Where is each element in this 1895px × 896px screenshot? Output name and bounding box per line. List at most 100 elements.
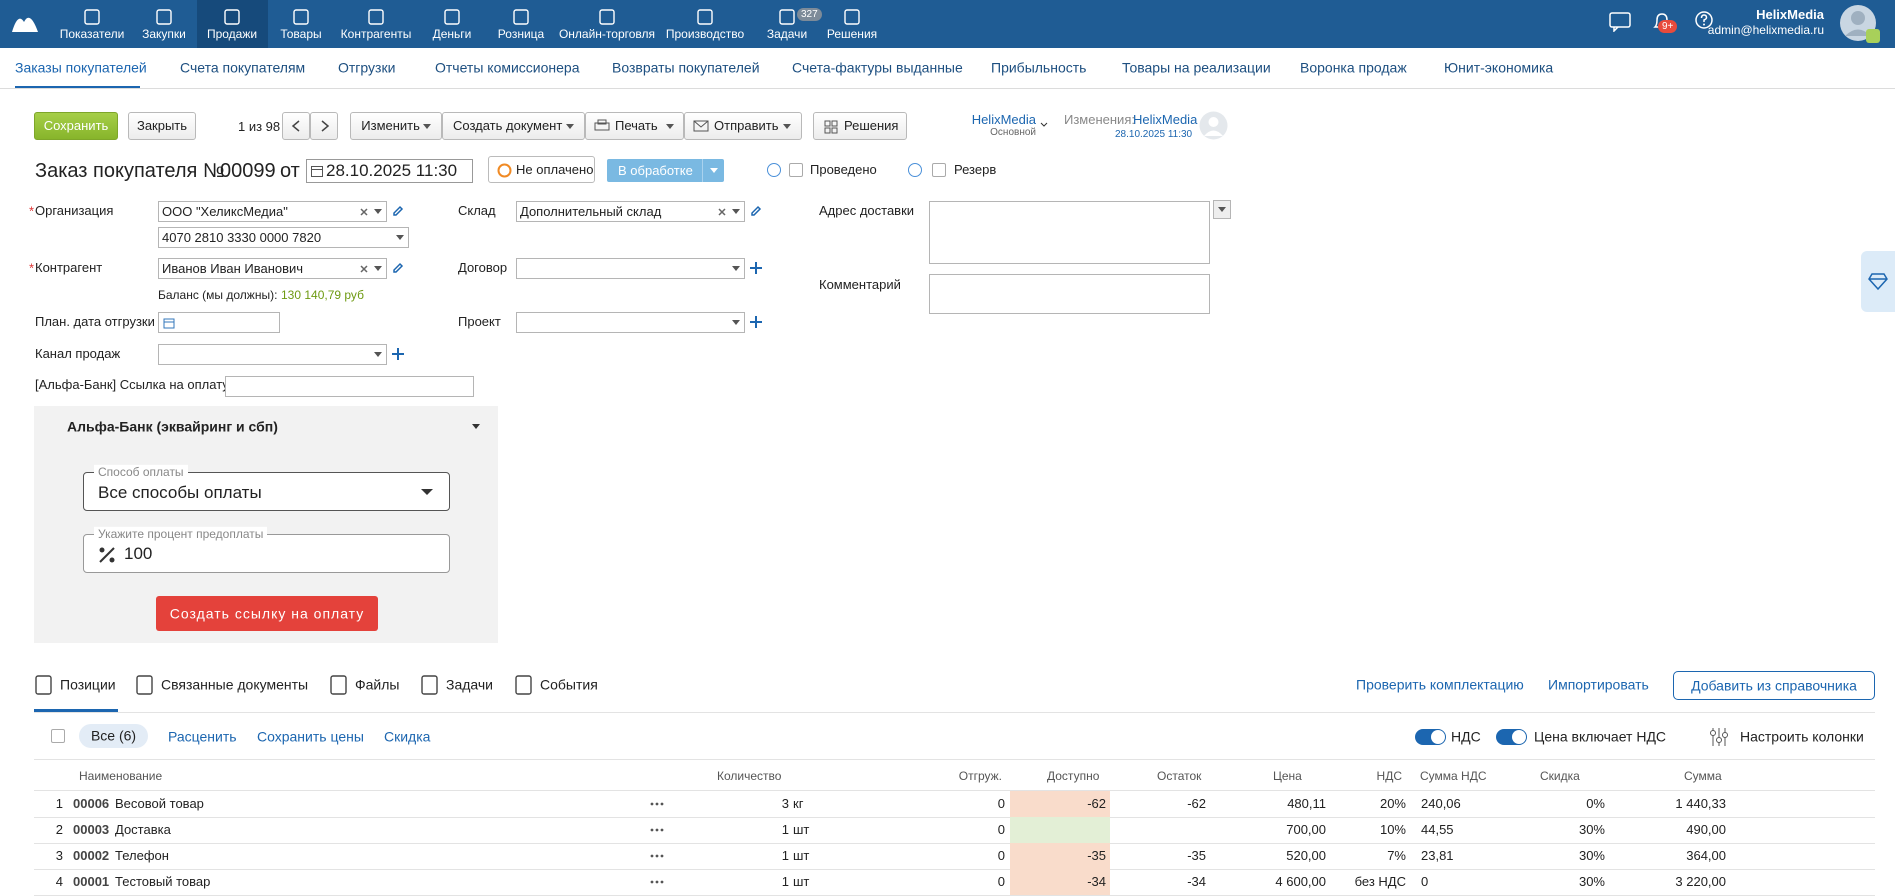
product-code[interactable]: 00002: [73, 848, 110, 864]
column-header[interactable]: Количество: [717, 768, 782, 783]
tab-icon[interactable]: [135, 674, 155, 696]
close-button[interactable]: Закрыть: [128, 112, 196, 140]
sub-nav-item[interactable]: Товары на реализации: [1122, 59, 1271, 76]
owner[interactable]: HelixMedia: [971, 112, 1036, 128]
nav-label[interactable]: Контрагенты: [340, 26, 412, 41]
nav-icon[interactable]: [842, 8, 862, 26]
tab-label[interactable]: События: [540, 676, 598, 693]
owner-caret[interactable]: [1040, 122, 1048, 128]
row-menu[interactable]: [649, 853, 665, 859]
column-header[interactable]: Скидка: [1540, 768, 1580, 783]
prev-button[interactable]: [282, 112, 310, 140]
product-code[interactable]: 00006: [73, 796, 110, 812]
sub-nav-item[interactable]: Прибыльность: [991, 59, 1087, 76]
add-icon[interactable]: [749, 261, 763, 275]
posted-checkbox[interactable]: [789, 163, 803, 177]
input[interactable]: [516, 258, 745, 279]
clear-icon[interactable]: [718, 208, 726, 216]
avatar[interactable]: [1838, 3, 1882, 45]
column-header[interactable]: Цена: [1273, 768, 1302, 783]
next-button[interactable]: [310, 112, 338, 140]
nav-icon[interactable]: [442, 8, 462, 26]
user-email[interactable]: admin@helixmedia.ru: [1707, 22, 1824, 37]
tab-icon[interactable]: [420, 674, 440, 696]
product-name[interactable]: Доставка: [115, 822, 171, 838]
add-icon[interactable]: [749, 315, 763, 329]
nav-label[interactable]: Розница: [497, 26, 545, 41]
input[interactable]: 4070 2810 3330 0000 7820: [158, 227, 409, 248]
sub-nav-item[interactable]: Воронка продаж: [1300, 59, 1407, 76]
nav-label[interactable]: Производство: [665, 26, 745, 41]
input[interactable]: Иванов Иван Иванович: [158, 258, 387, 279]
select-all[interactable]: [51, 729, 65, 743]
sub-nav-item[interactable]: Заказы покупателей: [15, 59, 147, 76]
nav-icon[interactable]: [695, 8, 715, 26]
nav-icon[interactable]: [777, 8, 797, 26]
input[interactable]: [225, 376, 474, 397]
address-dropdown[interactable]: [1213, 200, 1231, 219]
address-textarea[interactable]: [929, 201, 1210, 264]
sub-nav-item[interactable]: Счета-фактуры выданные: [792, 59, 963, 76]
row-menu[interactable]: [649, 801, 665, 807]
help-posted[interactable]: [767, 163, 781, 177]
changes-user[interactable]: HelixMedia: [1133, 112, 1198, 128]
status-select[interactable]: В обработке: [607, 159, 724, 182]
tab-label[interactable]: Задачи: [446, 676, 494, 693]
create-document-button[interactable]: Создать документ: [442, 112, 585, 140]
filter-all[interactable]: Все (6): [79, 724, 148, 748]
tab-icon[interactable]: [329, 674, 349, 696]
check-link[interactable]: Проверить комплектацию: [1356, 676, 1524, 693]
nav-label[interactable]: Онлайн-торговля: [558, 26, 656, 41]
input[interactable]: [516, 312, 745, 333]
nav-label[interactable]: Задачи: [766, 26, 808, 41]
sub-nav-item[interactable]: Отчеты комиссионера: [435, 59, 580, 76]
order-number[interactable]: 00099: [220, 160, 276, 182]
send-button[interactable]: Отправить: [684, 112, 802, 140]
clear-icon[interactable]: [360, 208, 368, 216]
user-name[interactable]: HelixMedia: [1756, 7, 1824, 23]
table-action[interactable]: Сохранить цены: [257, 728, 364, 745]
product-name[interactable]: Тестовый товар: [115, 874, 211, 890]
toggle[interactable]: [1415, 729, 1446, 745]
clear-icon[interactable]: [360, 265, 368, 273]
print-button[interactable]: Печать: [585, 112, 684, 140]
add-button[interactable]: Добавить из справочника: [1673, 671, 1875, 700]
logo[interactable]: [10, 10, 40, 34]
tab-label[interactable]: Позиции: [60, 676, 116, 693]
side-widget[interactable]: [1861, 251, 1895, 312]
column-header[interactable]: Отгруж.: [958, 768, 1002, 783]
tab-icon[interactable]: [514, 674, 534, 696]
help-icon[interactable]: [1694, 10, 1714, 30]
nav-label[interactable]: Продажи: [206, 26, 258, 41]
reserve-checkbox[interactable]: [932, 163, 946, 177]
product-name[interactable]: Весовой товар: [115, 796, 204, 812]
save-button[interactable]: Сохранить: [34, 112, 118, 140]
input[interactable]: [158, 312, 280, 333]
create-link-button[interactable]: Создать ссылку на оплату: [156, 596, 378, 631]
column-header[interactable]: Сумма: [1684, 768, 1722, 783]
tab-label[interactable]: Связанные документы: [161, 676, 309, 693]
product-code[interactable]: 00003: [73, 822, 110, 838]
alfa-collapse[interactable]: [472, 424, 480, 429]
edit-icon[interactable]: [392, 205, 404, 217]
row-menu[interactable]: [649, 879, 665, 885]
edit-button[interactable]: Изменить: [350, 112, 442, 140]
configure-icon[interactable]: [1709, 727, 1729, 747]
comment-textarea[interactable]: [929, 274, 1210, 314]
edit-icon[interactable]: [750, 205, 762, 217]
chat-icon[interactable]: [1609, 12, 1631, 32]
nav-label[interactable]: Товары: [280, 26, 322, 41]
sub-nav-item[interactable]: Возвраты покупателей: [612, 59, 760, 76]
nav-icon[interactable]: [291, 8, 311, 26]
nav-icon[interactable]: [82, 8, 102, 26]
date-input[interactable]: 28.10.2025 11:30: [306, 159, 473, 183]
nav-label[interactable]: Деньги: [432, 26, 472, 41]
table-action[interactable]: Расценить: [168, 728, 237, 745]
calendar-icon[interactable]: [163, 317, 175, 329]
sub-nav-item[interactable]: Отгрузки: [338, 59, 396, 76]
column-header[interactable]: НДС: [1376, 768, 1402, 783]
input[interactable]: [158, 344, 387, 365]
nav-icon[interactable]: [597, 8, 617, 26]
column-header[interactable]: Остаток: [1157, 768, 1202, 783]
nav-icon[interactable]: [222, 8, 242, 26]
